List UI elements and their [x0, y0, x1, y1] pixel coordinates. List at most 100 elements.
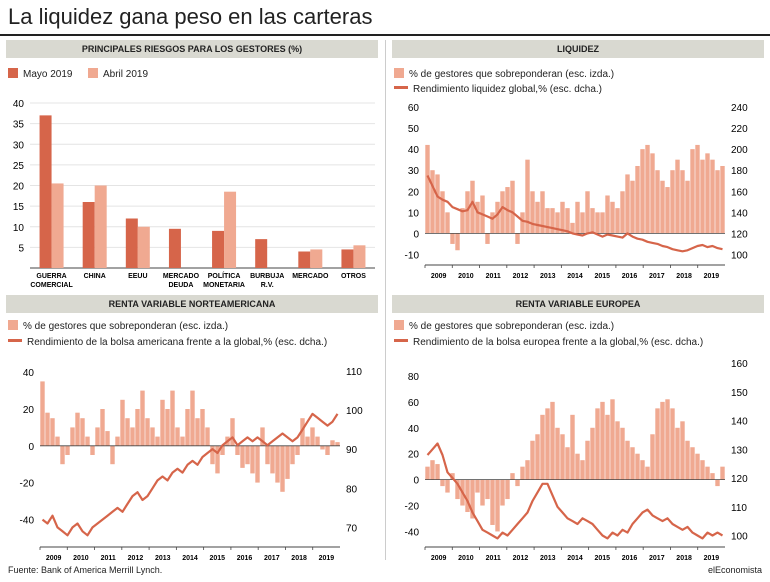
overweight-bar — [530, 440, 535, 480]
legend-label: Rendimiento de la bolsa americana frente… — [27, 337, 328, 348]
overweight-bar — [560, 434, 565, 480]
overweight-bar — [675, 427, 680, 480]
overweight-bar — [610, 201, 615, 234]
x-tick-label: 2019 — [319, 555, 335, 562]
y-right-tick-label: 100 — [731, 532, 748, 543]
y-right-tick-label: 150 — [731, 388, 748, 399]
overweight-bar — [720, 165, 725, 234]
overweight-bar — [655, 408, 660, 480]
y-left-tick-label: 10 — [408, 208, 420, 219]
overweight-bar — [585, 191, 590, 234]
overweight-bar — [580, 212, 585, 234]
y-left-tick-label: -40 — [405, 527, 420, 538]
x-tick-label: 2018 — [676, 273, 692, 280]
overweight-bar — [465, 479, 470, 513]
legend-swatch-light — [88, 68, 98, 78]
y-tick-label: 20 — [13, 182, 25, 193]
x-tick-label: 2017 — [649, 555, 665, 562]
overweight-bar — [660, 401, 665, 480]
overweight-bar — [160, 399, 165, 446]
y-left-tick-label: 50 — [408, 124, 420, 135]
overweight-bar — [520, 212, 525, 234]
overweight-bar — [190, 390, 195, 446]
overweight-bar — [565, 447, 570, 480]
y-left-tick-label: 60 — [408, 103, 420, 114]
y-right-tick-label: 140 — [731, 417, 748, 428]
overweight-bar — [60, 445, 65, 465]
overweight-bar — [485, 479, 490, 500]
overweight-bar — [305, 436, 310, 446]
y-left-tick-label: 40 — [23, 368, 35, 379]
overweight-bar — [240, 445, 245, 468]
overweight-bar — [330, 440, 335, 446]
category-label: MONETARIA — [203, 282, 245, 289]
x-tick-label: 2013 — [540, 273, 556, 280]
overweight-bar — [295, 445, 300, 455]
overweight-bar — [245, 445, 250, 465]
y-right-tick-label: 90 — [346, 445, 358, 456]
overweight-bar — [660, 180, 665, 234]
overweight-bar — [535, 201, 540, 234]
overweight-bar — [640, 460, 645, 480]
bar-mayo — [212, 230, 225, 268]
panel-separator — [385, 40, 386, 560]
overweight-bar — [195, 418, 200, 446]
x-tick-label: 2017 — [264, 555, 280, 562]
overweight-bar — [470, 180, 475, 234]
bar-mayo — [125, 218, 138, 268]
overweight-bar — [80, 418, 85, 446]
overweight-bar — [320, 445, 325, 450]
legend-label: Mayo 2019 — [23, 69, 73, 80]
x-tick-label: 2015 — [209, 555, 225, 562]
overweight-bar — [635, 453, 640, 480]
overweight-bar — [670, 408, 675, 480]
overweight-bar — [325, 445, 330, 455]
x-tick-label: 2010 — [458, 273, 474, 280]
overweight-bar — [705, 466, 710, 480]
overweight-bar — [175, 427, 180, 446]
overweight-bar — [550, 208, 555, 234]
overweight-bar — [455, 479, 460, 500]
overweight-bar — [45, 412, 50, 446]
overweight-bar — [90, 445, 95, 455]
overweight-bar — [680, 421, 685, 480]
overweight-bar — [640, 149, 645, 234]
x-tick-label: 2009 — [46, 555, 62, 562]
overweight-bar — [430, 170, 435, 234]
y-right-tick-label: 110 — [731, 503, 747, 514]
overweight-bar — [135, 409, 140, 446]
overweight-bar — [445, 212, 450, 234]
x-tick-label: 2011 — [486, 555, 501, 562]
y-right-tick-label: 140 — [731, 208, 748, 219]
x-tick-label: 2009 — [431, 555, 447, 562]
overweight-bar — [570, 414, 575, 480]
legend-line-dark — [394, 86, 408, 89]
overweight-bar — [110, 445, 115, 465]
y-tick-label: 25 — [13, 161, 25, 172]
overweight-bar — [465, 191, 470, 234]
overweight-bar — [205, 427, 210, 446]
overweight-bar — [590, 208, 595, 234]
overweight-bar — [690, 149, 695, 234]
overweight-bar — [165, 409, 170, 446]
category-label: BURBUJA — [250, 273, 284, 280]
overweight-bar — [695, 144, 700, 234]
y-right-tick-label: 120 — [731, 229, 748, 240]
category-label: GUERRA — [36, 273, 66, 280]
overweight-bar — [95, 427, 100, 446]
x-tick-label: 2014 — [567, 273, 583, 280]
overweight-bar — [470, 479, 475, 519]
y-left-tick-label: 0 — [413, 229, 419, 240]
bar-abril — [224, 191, 237, 268]
y-tick-label: 10 — [13, 223, 25, 234]
overweight-bar — [515, 479, 520, 487]
y-right-tick-label: 160 — [731, 359, 748, 370]
source-note: Fuente: Bank of America Merrill Lynch. — [8, 565, 163, 575]
legend-label: % de gestores que sobreponderan (esc. iz… — [409, 69, 615, 80]
bar-mayo — [341, 249, 354, 268]
y-right-tick-label: 220 — [731, 124, 748, 135]
overweight-bar — [65, 445, 70, 455]
y-tick-label: 15 — [13, 202, 25, 213]
x-tick-label: 2012 — [513, 555, 529, 562]
bar-abril — [51, 183, 64, 268]
